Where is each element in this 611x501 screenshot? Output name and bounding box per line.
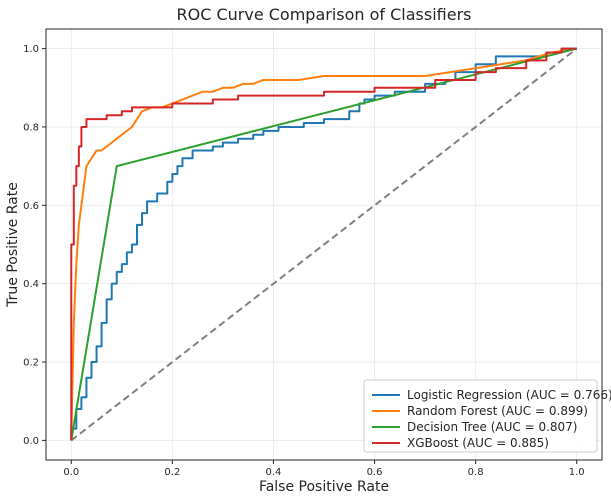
x-tick-label: 0.0 xyxy=(63,467,79,478)
x-axis-label: False Positive Rate xyxy=(259,479,389,495)
x-tick-label: 0.6 xyxy=(367,467,383,478)
legend-box xyxy=(363,379,598,453)
y-tick-label: 1.0 xyxy=(23,44,39,55)
y-axis-label: True Positive Rate xyxy=(5,182,21,308)
series-line-1 xyxy=(70,47,577,441)
y-tick-label: 0.6 xyxy=(23,201,39,212)
y-tick-label: 0.4 xyxy=(23,279,39,290)
reference-diagonal xyxy=(70,47,578,442)
y-tick-label: 0.0 xyxy=(23,436,39,447)
random-classifier-line xyxy=(70,47,578,442)
legend-label: Logistic Regression (AUC = 0.766) xyxy=(407,388,611,402)
x-tick-label: 0.8 xyxy=(468,467,484,478)
chart-title: ROC Curve Comparison of Classifiers xyxy=(176,5,471,24)
legend-label: XGBoost (AUC = 0.885) xyxy=(407,436,549,450)
series-line-3 xyxy=(70,47,577,441)
axis-ticks: 0.0 0.2 0.4 0.6 0.8 1.0 0.0 0.2 0.4 0.6 0.8 1.0 xyxy=(23,44,585,478)
x-tick-label: 0.4 xyxy=(266,467,282,478)
x-tick-label: 1.0 xyxy=(569,467,585,478)
y-tick-label: 0.8 xyxy=(23,122,39,133)
series-lines xyxy=(70,47,577,441)
legend: Logistic Regression (AUC = 0.766) Random … xyxy=(363,379,611,453)
x-tick-label: 0.2 xyxy=(164,467,180,478)
y-tick-label: 0.2 xyxy=(23,358,39,369)
legend-label: Decision Tree (AUC = 0.807) xyxy=(407,420,578,434)
legend-label: Random Forest (AUC = 0.899) xyxy=(407,404,588,418)
plot-frame xyxy=(45,28,603,461)
grid xyxy=(46,29,602,460)
